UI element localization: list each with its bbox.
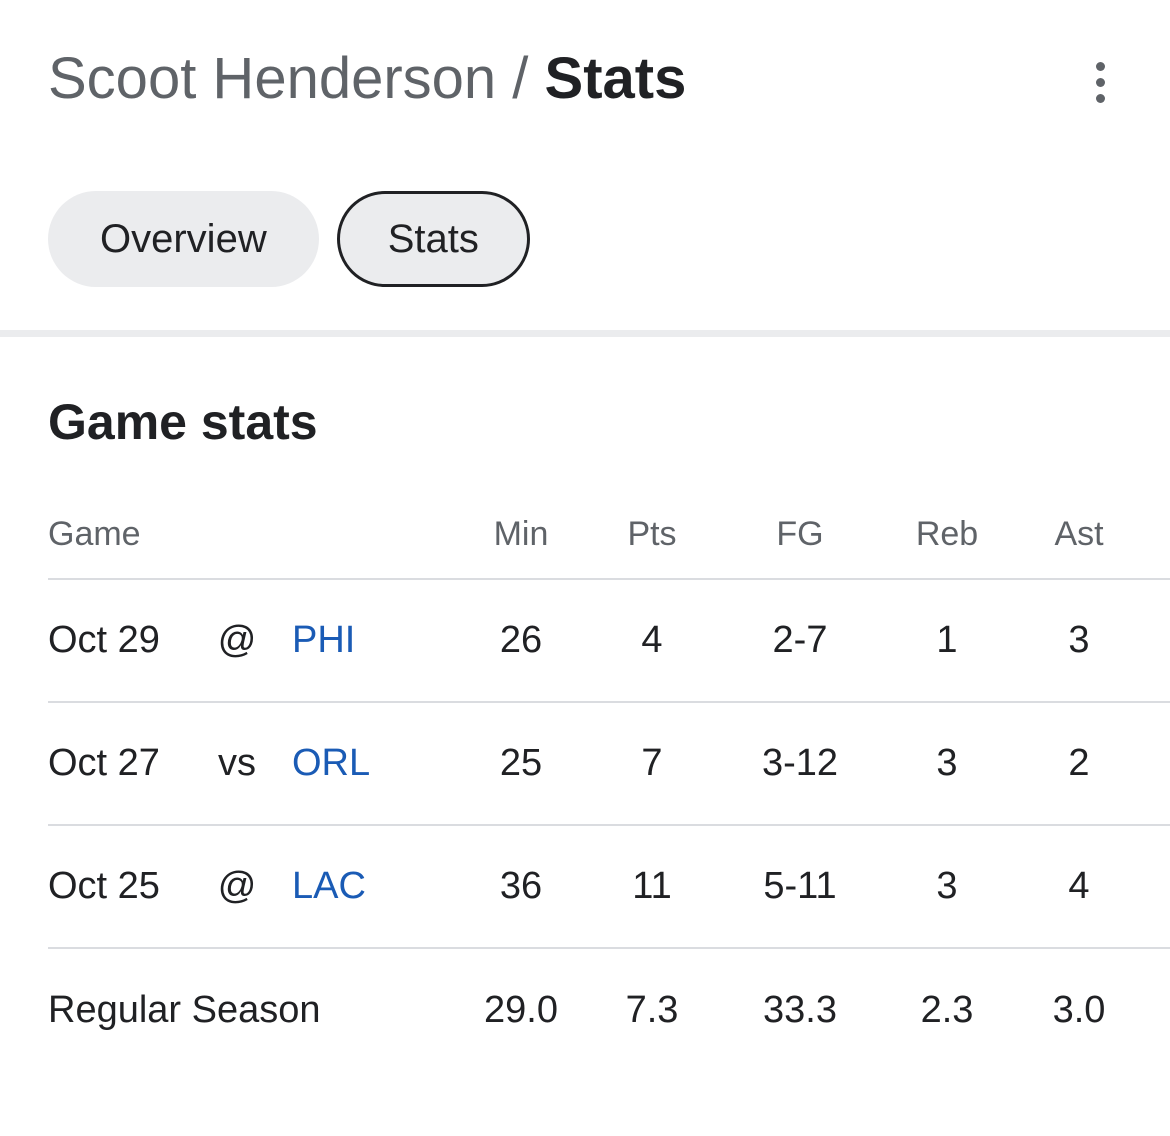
column-header-pts: Pts [627, 514, 677, 553]
season-min-value: 29.0 [484, 989, 558, 1031]
game-location: @ [217, 619, 257, 661]
opponent-link[interactable]: PHI [292, 619, 356, 661]
game-location: @ [217, 865, 257, 907]
game-stats-table: Game Min Pts FG Reb Ast Oct 29 @ PHI 26 … [48, 490, 1170, 1072]
season-reb-value: 2.3 [920, 989, 974, 1031]
game-location: vs [218, 742, 256, 784]
opponent-link[interactable]: LAC [292, 865, 366, 907]
breadcrumb-player[interactable]: Scoot Henderson [48, 46, 497, 111]
column-header-reb: Reb [915, 514, 979, 553]
column-header-ast: Ast [1054, 514, 1104, 553]
fg-value: 2-7 [772, 619, 828, 661]
season-fg-value: 33.3 [763, 989, 837, 1031]
game-cell: Oct 29 @ PHI [48, 580, 355, 701]
min-value: 25 [499, 742, 543, 784]
breadcrumb-current: Stats [544, 46, 687, 111]
more-vert-icon [1095, 61, 1105, 71]
ast-value: 4 [1068, 865, 1090, 907]
game-cell: Oct 25 @ LAC [48, 826, 366, 947]
table-row[interactable]: Oct 25 @ LAC 36 11 5-11 3 4 [48, 826, 1170, 949]
game-date: Oct 25 [48, 865, 160, 907]
pts-value: 7 [641, 742, 663, 784]
pts-value: 11 [632, 865, 672, 907]
column-header-game: Game [48, 514, 141, 553]
more-options-button[interactable] [1078, 60, 1122, 104]
table-row[interactable]: Oct 27 vs ORL 25 7 3-12 3 2 [48, 703, 1170, 826]
min-value: 26 [499, 619, 543, 661]
game-date: Oct 29 [48, 619, 160, 661]
ast-value: 2 [1068, 742, 1090, 784]
game-cell: Oct 27 vs ORL [48, 703, 370, 824]
season-pts-value: 7.3 [625, 989, 679, 1031]
opponent-link[interactable]: ORL [292, 742, 371, 784]
section-divider [0, 330, 1170, 337]
season-ast-value: 3.0 [1052, 989, 1106, 1031]
reb-value: 3 [936, 742, 958, 784]
column-header-min: Min [493, 514, 549, 553]
table-row[interactable]: Oct 29 @ PHI 26 4 2-7 1 3 [48, 580, 1170, 703]
column-header-fg: FG [776, 514, 824, 553]
section-title: Game stats [48, 394, 318, 450]
season-average-row: Regular Season 29.0 7.3 33.3 2.3 3.0 [48, 949, 1170, 1072]
tab-bar: Overview Stats [48, 191, 530, 287]
min-value: 36 [499, 865, 543, 907]
game-date: Oct 27 [48, 742, 160, 784]
reb-value: 3 [936, 865, 958, 907]
page-title: Scoot Henderson / Stats [48, 44, 686, 114]
ast-value: 3 [1068, 619, 1090, 661]
breadcrumb-separator: / [512, 46, 529, 111]
tab-stats[interactable]: Stats [336, 191, 530, 287]
tab-overview[interactable]: Overview [48, 191, 319, 287]
season-label: Regular Season [48, 989, 321, 1031]
fg-value: 5-11 [763, 865, 837, 907]
table-header-row: Game Min Pts FG Reb Ast [48, 490, 1170, 580]
pts-value: 4 [641, 619, 663, 661]
fg-value: 3-12 [761, 742, 839, 784]
reb-value: 1 [936, 619, 958, 661]
